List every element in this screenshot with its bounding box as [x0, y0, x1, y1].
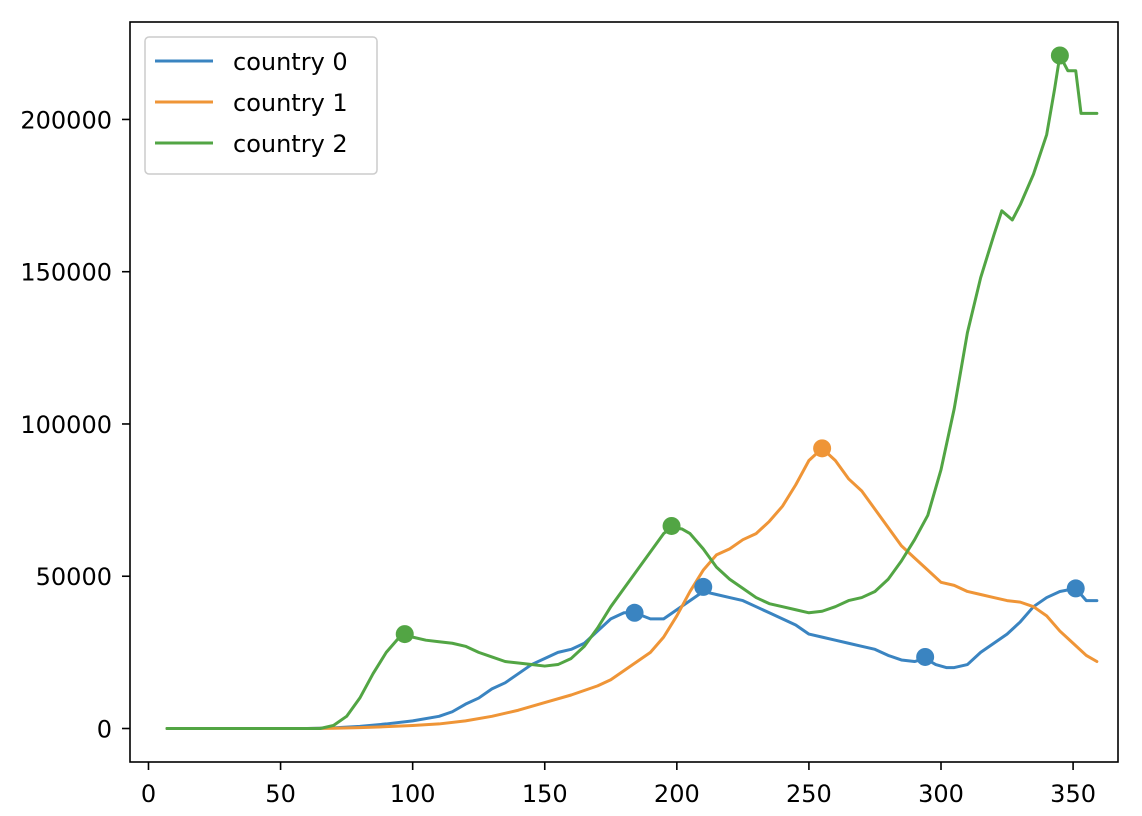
- y-tick-label-1: 50000: [36, 563, 112, 591]
- x-tick-label-5: 250: [786, 780, 832, 808]
- series-line-1: [165, 446, 1099, 730]
- x-tick-label-1: 50: [265, 780, 296, 808]
- plot-frame: [129, 21, 1119, 763]
- peak-marker-3: [1066, 579, 1085, 598]
- x-tick-label-3: 150: [522, 780, 568, 808]
- peak-marker-7: [1050, 46, 1069, 65]
- x-tick-label-7: 350: [1050, 780, 1096, 808]
- legend: country 0 country 1 country 2: [144, 36, 378, 175]
- x-tick-label-6: 300: [918, 780, 964, 808]
- peak-marker-6: [662, 516, 681, 535]
- x-tick-label-0: 0: [141, 780, 156, 808]
- plot-area: [165, 46, 1099, 730]
- series-line-2: [165, 54, 1099, 730]
- y-tick-label-4: 200000: [20, 106, 112, 134]
- series-line-0: [165, 586, 1099, 730]
- legend-label-1: country 1: [233, 89, 348, 117]
- peak-marker-1: [694, 577, 713, 596]
- peak-marker-2: [916, 647, 935, 666]
- axes: 0 50 100 150 200 250 300 350 0 50000 100000 150000 2…: [20, 21, 1119, 808]
- y-tick-label-2: 100000: [20, 411, 112, 439]
- y-tick-label-3: 150000: [20, 259, 112, 287]
- legend-label-2: country 2: [233, 130, 348, 158]
- x-tick-label-4: 200: [654, 780, 700, 808]
- peak-marker-4: [813, 439, 832, 458]
- legend-box: [144, 36, 378, 175]
- legend-label-0: country 0: [233, 48, 348, 76]
- x-tick-label-2: 100: [390, 780, 436, 808]
- peak-marker-5: [395, 625, 414, 644]
- peak-marker-0: [625, 603, 644, 622]
- y-tick-label-0: 0: [97, 716, 112, 744]
